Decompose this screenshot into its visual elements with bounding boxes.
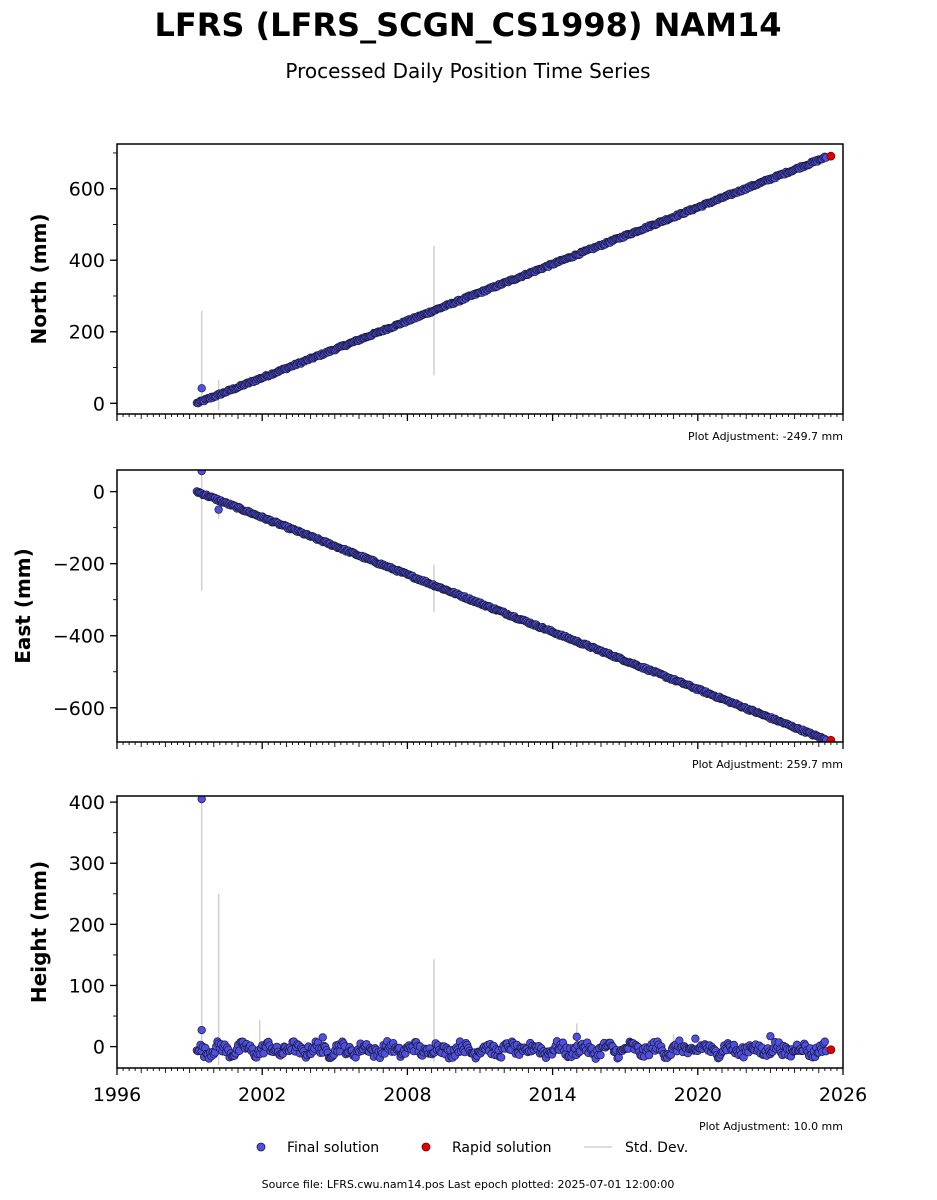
final-solution-point <box>766 1032 775 1041</box>
panel-frame <box>116 143 844 415</box>
panel-plot-area <box>192 470 836 742</box>
final-solution-point <box>497 1053 506 1062</box>
final-solution-point <box>214 505 223 514</box>
y-axis-label: East (mm) <box>11 548 35 664</box>
chart-title: LFRS (LFRS_SCGN_CS1998) NAM14 <box>154 6 781 44</box>
y-tick-label: 400 <box>69 250 105 272</box>
legend-rapid-label: Rapid solution <box>452 1140 552 1156</box>
legend-rapid-marker <box>421 1142 431 1152</box>
x-tick-label: 2014 <box>528 1084 576 1106</box>
footer-source: Source file: LFRS.cwu.nam14.pos Last epo… <box>262 1178 675 1191</box>
legend-final-label: Final solution <box>287 1140 379 1156</box>
legend-final-marker <box>256 1142 266 1152</box>
panel-1: 0 200 400 600 North (mm) Plot Adjustment: -24… <box>27 143 844 443</box>
y-tick-label: 0 <box>93 1037 105 1059</box>
y-tick-label: 100 <box>69 975 105 997</box>
panel-plot-area <box>192 796 836 1065</box>
final-solution-point <box>318 1033 327 1042</box>
final-solution-point <box>197 384 206 393</box>
rapid-solution-point <box>826 735 836 742</box>
y-tick-label: −400 <box>53 626 105 648</box>
rapid-solution-point <box>826 1045 836 1055</box>
plot-adjustment-note: Plot Adjustment: 259.7 mm <box>692 758 843 771</box>
y-tick-label: 0 <box>93 393 105 415</box>
panel-frame <box>116 795 844 1069</box>
final-solution-point <box>197 470 206 476</box>
legend-stddev-label: Std. Dev. <box>625 1140 688 1156</box>
final-solution-point <box>596 1051 605 1060</box>
y-tick-label: −600 <box>53 698 105 720</box>
final-solution-point <box>197 1025 206 1035</box>
x-tick-label: 2020 <box>674 1084 722 1106</box>
rapid-solution-point <box>826 151 836 161</box>
panels-group: 0 200 400 600 North (mm) Plot Adjustment: -24… <box>11 143 867 1133</box>
y-tick-label: 300 <box>69 853 105 875</box>
x-tick-label: 1996 <box>93 1084 141 1106</box>
y-tick-label: 0 <box>93 482 105 504</box>
panel-plot-area <box>192 151 836 411</box>
x-tick-label: 2026 <box>819 1084 867 1106</box>
chart-subtitle: Processed Daily Position Time Series <box>285 59 650 83</box>
legend: Final solution Rapid solution Std. Dev. <box>256 1140 688 1156</box>
y-tick-label: 600 <box>69 179 105 201</box>
final-solution-point <box>572 1032 581 1041</box>
plot-adjustment-note: Plot Adjustment: 10.0 mm <box>699 1120 843 1133</box>
panel-3: 0 100 200 300 400 Height (mm) Plot Adjustment:… <box>27 792 867 1133</box>
y-tick-label: 200 <box>69 914 105 936</box>
x-tick-label: 2008 <box>383 1084 431 1106</box>
y-axis-label: Height (mm) <box>27 861 51 1003</box>
y-axis-label: North (mm) <box>27 213 51 344</box>
x-tick-label: 2002 <box>238 1084 286 1106</box>
plot-adjustment-note: Plot Adjustment: -249.7 mm <box>688 430 843 443</box>
final-solution-point <box>644 1051 654 1060</box>
final-solution-point <box>691 1034 700 1043</box>
panel-2: 0 −200 −400 −600 East (mm) Plot Adjustment: 2… <box>11 469 844 771</box>
y-tick-label: 200 <box>69 322 105 344</box>
final-solution-point <box>820 1037 829 1046</box>
y-tick-label: −200 <box>53 554 105 576</box>
final-solution-point <box>197 796 206 804</box>
y-tick-label: 400 <box>69 792 105 814</box>
